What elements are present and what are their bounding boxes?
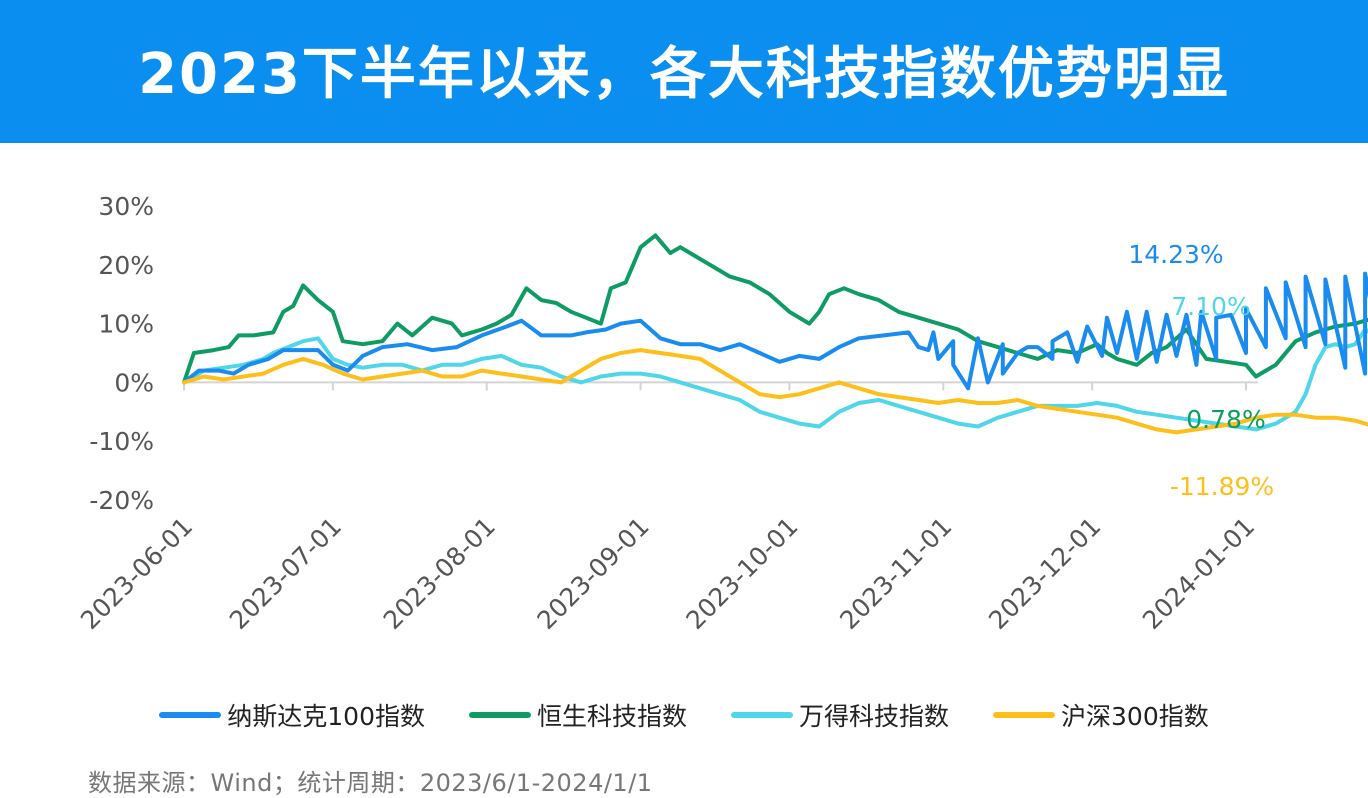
legend-label-nasdaq: 纳斯达克100指数 [227,702,425,731]
chart-legend: 纳斯达克100指数 恒生科技指数 万得科技指数 沪深300指数 [0,697,1368,733]
source-note: 数据来源：Wind；统计周期：2023/6/1-2024/1/1 [88,769,653,797]
x-tick-label: 2023-08-01 [378,512,501,635]
y-tick-label: 10% [98,310,154,339]
legend-swatch-nasdaq [159,712,222,718]
title-banner: 2023下半年以来，各大科技指数优势明显 [0,0,1368,143]
legend-label-wind-tech: 万得科技指数 [799,702,950,731]
legend-item-nasdaq[interactable]: 纳斯达克100指数 [159,697,425,733]
line-chart: 30% 20% 10% 0% -10% -20%2023-06-01 2023-07-01 2… [75,192,1368,635]
y-tick-label: 30% [98,192,154,221]
y-tick-label: -20% [89,486,154,515]
end-value-label-1: 0.78% [1186,405,1265,434]
end-value-label-3: -11.89% [1170,472,1274,501]
legend-item-hstech[interactable]: 恒生科技指数 [468,697,687,733]
series-line-0 [182,271,1368,391]
x-tick-label: 2023-10-01 [680,512,803,635]
x-tick-label: 2024-01-01 [1137,512,1260,635]
x-tick-label: 2023-11-01 [834,512,957,635]
legend-swatch-hstech [468,712,531,718]
series-line-2 [182,327,1368,432]
legend-label-csi300: 沪深300指数 [1061,702,1209,731]
page-title: 2023下半年以来，各大科技指数优势明显 [138,42,1230,107]
end-value-label-0: 14.23% [1128,240,1223,269]
x-tick-label: 2023-06-01 [75,512,198,635]
legend-item-csi300[interactable]: 沪深300指数 [993,697,1209,733]
y-tick-label: -10% [89,427,154,456]
x-tick-label: 2023-09-01 [532,512,655,635]
series-line-3 [182,348,1368,435]
legend-swatch-csi300 [993,712,1056,718]
legend-item-wind-tech[interactable]: 万得科技指数 [731,697,949,733]
end-value-label-2: 7.10% [1171,292,1250,321]
x-tick-label: 2023-12-01 [983,512,1106,635]
legend-label-hstech: 恒生科技指数 [536,702,687,731]
legend-swatch-wind-tech [731,712,793,718]
y-tick-label: 20% [98,251,154,280]
y-tick-label: 0% [114,368,154,397]
x-tick-label: 2023-07-01 [224,512,347,635]
